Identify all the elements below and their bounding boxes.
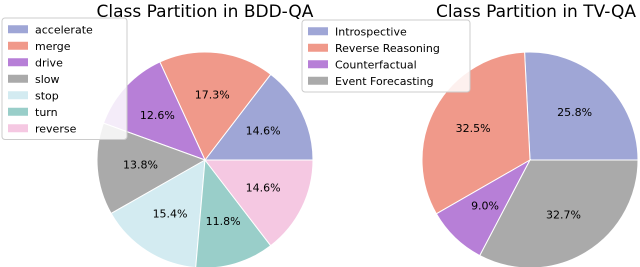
slice-label: 17.3%	[195, 89, 230, 102]
legend-label: Reverse Reasoning	[335, 42, 440, 55]
slice-label: 9.0%	[471, 200, 499, 213]
legend-box	[1, 17, 128, 140]
legend-label: slow	[35, 73, 60, 86]
slice-label: 13.8%	[123, 158, 158, 171]
legend-label: Event Forecasting	[335, 75, 434, 88]
chart-title: Class Partition in TV-QA	[436, 2, 636, 22]
slice-label: 25.8%	[557, 106, 592, 119]
legend-swatch	[308, 27, 328, 36]
slice-label: 32.7%	[546, 208, 581, 221]
pie-slice	[421, 51, 531, 215]
pie-slice	[524, 51, 639, 161]
legend-swatch	[308, 76, 328, 85]
legend-label: accelerate	[35, 23, 93, 36]
slice-label: 12.6%	[140, 109, 175, 122]
legend-label: stop	[35, 89, 59, 102]
pie-slice	[203, 73, 314, 161]
pie-slice	[203, 159, 314, 247]
legend-swatch	[8, 58, 28, 67]
slice-label: 14.6%	[246, 124, 281, 137]
legend-label: reverse	[35, 122, 77, 135]
slice-label: 11.8%	[206, 215, 241, 228]
legend-label: Introspective	[335, 25, 407, 38]
slice-label: 14.6%	[246, 182, 281, 195]
pie-slice	[195, 158, 272, 267]
legend-swatch	[8, 74, 28, 83]
legend-swatch	[308, 60, 328, 69]
pie-slice	[159, 51, 272, 161]
legend-label: turn	[35, 106, 58, 119]
slice-label: 32.5%	[456, 122, 491, 135]
legend-swatch	[8, 25, 28, 34]
chart-title: Class Partition in BDD-QA	[97, 2, 314, 22]
legend-label: drive	[35, 56, 63, 69]
legend-swatch	[8, 91, 28, 100]
legend-box	[301, 19, 471, 93]
legend-swatch	[8, 124, 28, 133]
legend-label: merge	[35, 40, 71, 53]
slice-label: 15.4%	[153, 208, 188, 221]
legend-swatch	[8, 41, 28, 50]
legend-label: Counterfactual	[335, 58, 417, 71]
legend-swatch	[308, 43, 328, 52]
legend-swatch	[8, 107, 28, 116]
pie-slice	[479, 159, 639, 267]
